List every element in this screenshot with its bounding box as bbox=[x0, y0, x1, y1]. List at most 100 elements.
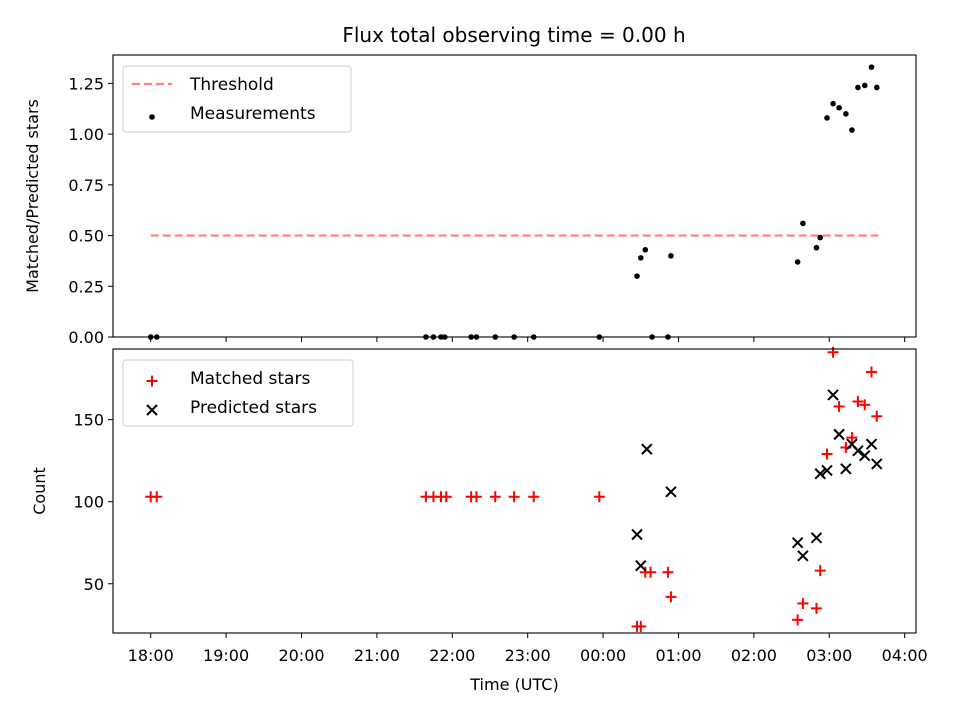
matched-star-point bbox=[833, 400, 845, 412]
y-tick-label: 150 bbox=[73, 411, 104, 430]
legend-measurement-swatch bbox=[149, 114, 155, 120]
matched-star-point bbox=[151, 491, 163, 503]
predicted-star-point bbox=[865, 438, 878, 450]
y-axis-label: Count bbox=[30, 467, 49, 515]
predicted-star-point bbox=[665, 486, 677, 498]
matched-star-point bbox=[593, 491, 605, 503]
matched-star-point bbox=[665, 591, 677, 603]
predicted-star-point bbox=[791, 537, 804, 549]
x-axis-label: Time (UTC) bbox=[469, 675, 558, 694]
legend-label: Threshold bbox=[189, 75, 274, 95]
x-b bbox=[827, 389, 839, 401]
measurement-point bbox=[861, 82, 868, 89]
measurement-point bbox=[824, 115, 830, 121]
x-tick-label: 18:00 bbox=[128, 646, 174, 665]
x-b bbox=[840, 463, 852, 475]
measurement-point bbox=[855, 84, 861, 91]
matched-star-point bbox=[645, 566, 657, 578]
measurement-point bbox=[813, 244, 820, 251]
x-b bbox=[833, 428, 845, 441]
matched-star-point bbox=[489, 491, 501, 503]
x-b bbox=[814, 468, 826, 480]
y-axis-label: Matched/Predicted stars bbox=[23, 99, 42, 293]
legend: Matched stars Predicted stars bbox=[122, 359, 354, 427]
legend-label: Matched stars bbox=[190, 369, 310, 389]
matched-star-point bbox=[821, 448, 833, 460]
measurement-point bbox=[830, 100, 836, 107]
matched-star-point bbox=[470, 491, 482, 503]
x-b bbox=[641, 443, 653, 455]
measurement-point bbox=[836, 104, 842, 111]
predicted-star-point bbox=[641, 443, 653, 455]
x-b bbox=[631, 528, 643, 541]
x-b bbox=[146, 404, 158, 416]
matched-star-point bbox=[852, 396, 864, 408]
predicted-star-point bbox=[827, 389, 839, 401]
predicted-star-point bbox=[852, 445, 864, 457]
matched-star-point bbox=[859, 399, 871, 411]
y-tick-label: 50 bbox=[84, 575, 104, 594]
x-tick-label: 00:00 bbox=[580, 646, 626, 665]
measurement-point bbox=[637, 255, 644, 261]
bottom-panel: 18:00 19:00 20:00 21:00 22:00 23:00 00:00 01:00… bbox=[30, 346, 928, 694]
y-tick-label: 0.25 bbox=[68, 277, 104, 296]
predicted-star-point bbox=[814, 468, 826, 480]
predicted-star-point bbox=[635, 559, 647, 572]
x-b bbox=[821, 464, 833, 477]
x-tick-label: 22:00 bbox=[429, 646, 475, 665]
measurement-point bbox=[634, 273, 640, 279]
x-tick-label: 04:00 bbox=[882, 646, 928, 665]
predicted-star-point bbox=[859, 449, 871, 462]
top-panel: 0.00 0.25 0.50 0.75 1.00 1.25 Matched/Predicte… bbox=[23, 54, 917, 347]
measurement-point bbox=[642, 246, 649, 253]
measurement-point bbox=[817, 234, 824, 241]
y-tick-label: 1.00 bbox=[68, 125, 104, 144]
matched-star-point bbox=[797, 597, 809, 609]
y-tick-label: 1.25 bbox=[68, 74, 104, 93]
predicted-star-point bbox=[797, 550, 809, 562]
measurement-point bbox=[794, 259, 801, 265]
predicted-star-point bbox=[833, 428, 845, 441]
plot-frame bbox=[112, 54, 917, 338]
predicted-star-point bbox=[821, 464, 833, 477]
y-tick-label: 100 bbox=[73, 493, 104, 512]
matched-star-point bbox=[846, 432, 858, 444]
x-b bbox=[791, 537, 804, 549]
matched-star-point bbox=[440, 491, 452, 503]
predicted-star-point bbox=[871, 458, 883, 470]
legend-predicted-swatch bbox=[146, 404, 158, 416]
x-b bbox=[810, 532, 823, 544]
matched-star-point bbox=[814, 565, 826, 577]
x-b bbox=[859, 449, 871, 462]
x-tick-label: 03:00 bbox=[806, 646, 852, 665]
legend-matched-swatch bbox=[146, 375, 158, 387]
legend-box bbox=[122, 65, 352, 133]
matched-star-point bbox=[866, 366, 878, 378]
x-b bbox=[797, 550, 809, 562]
matched-star-point bbox=[662, 566, 674, 578]
plot-frame bbox=[112, 348, 917, 634]
matched-star-point bbox=[792, 614, 804, 626]
matched-star-point bbox=[871, 410, 883, 422]
legend-label: Predicted stars bbox=[190, 398, 317, 418]
y-tick-label: 0.50 bbox=[68, 227, 104, 246]
measurement-point bbox=[868, 64, 875, 70]
y-tick-label: 0.00 bbox=[68, 328, 104, 347]
x-tick-label: 02:00 bbox=[731, 646, 777, 665]
predicted-star-point bbox=[840, 463, 852, 475]
matched-star-point bbox=[810, 602, 822, 614]
x-b bbox=[635, 559, 647, 572]
measurement-point bbox=[843, 111, 849, 117]
measurement-point bbox=[849, 127, 855, 133]
legend: Threshold Measurements bbox=[122, 65, 352, 133]
measurement-point bbox=[800, 220, 806, 227]
x-tick-label: 20:00 bbox=[278, 646, 324, 665]
measurement-point bbox=[668, 253, 674, 259]
y-tick-label: 0.75 bbox=[68, 176, 104, 195]
matched-star-point bbox=[508, 491, 520, 503]
x-tick-label: 23:00 bbox=[505, 646, 551, 665]
matched-star-point bbox=[528, 491, 540, 503]
x-b bbox=[865, 438, 878, 450]
x-b bbox=[846, 438, 858, 450]
